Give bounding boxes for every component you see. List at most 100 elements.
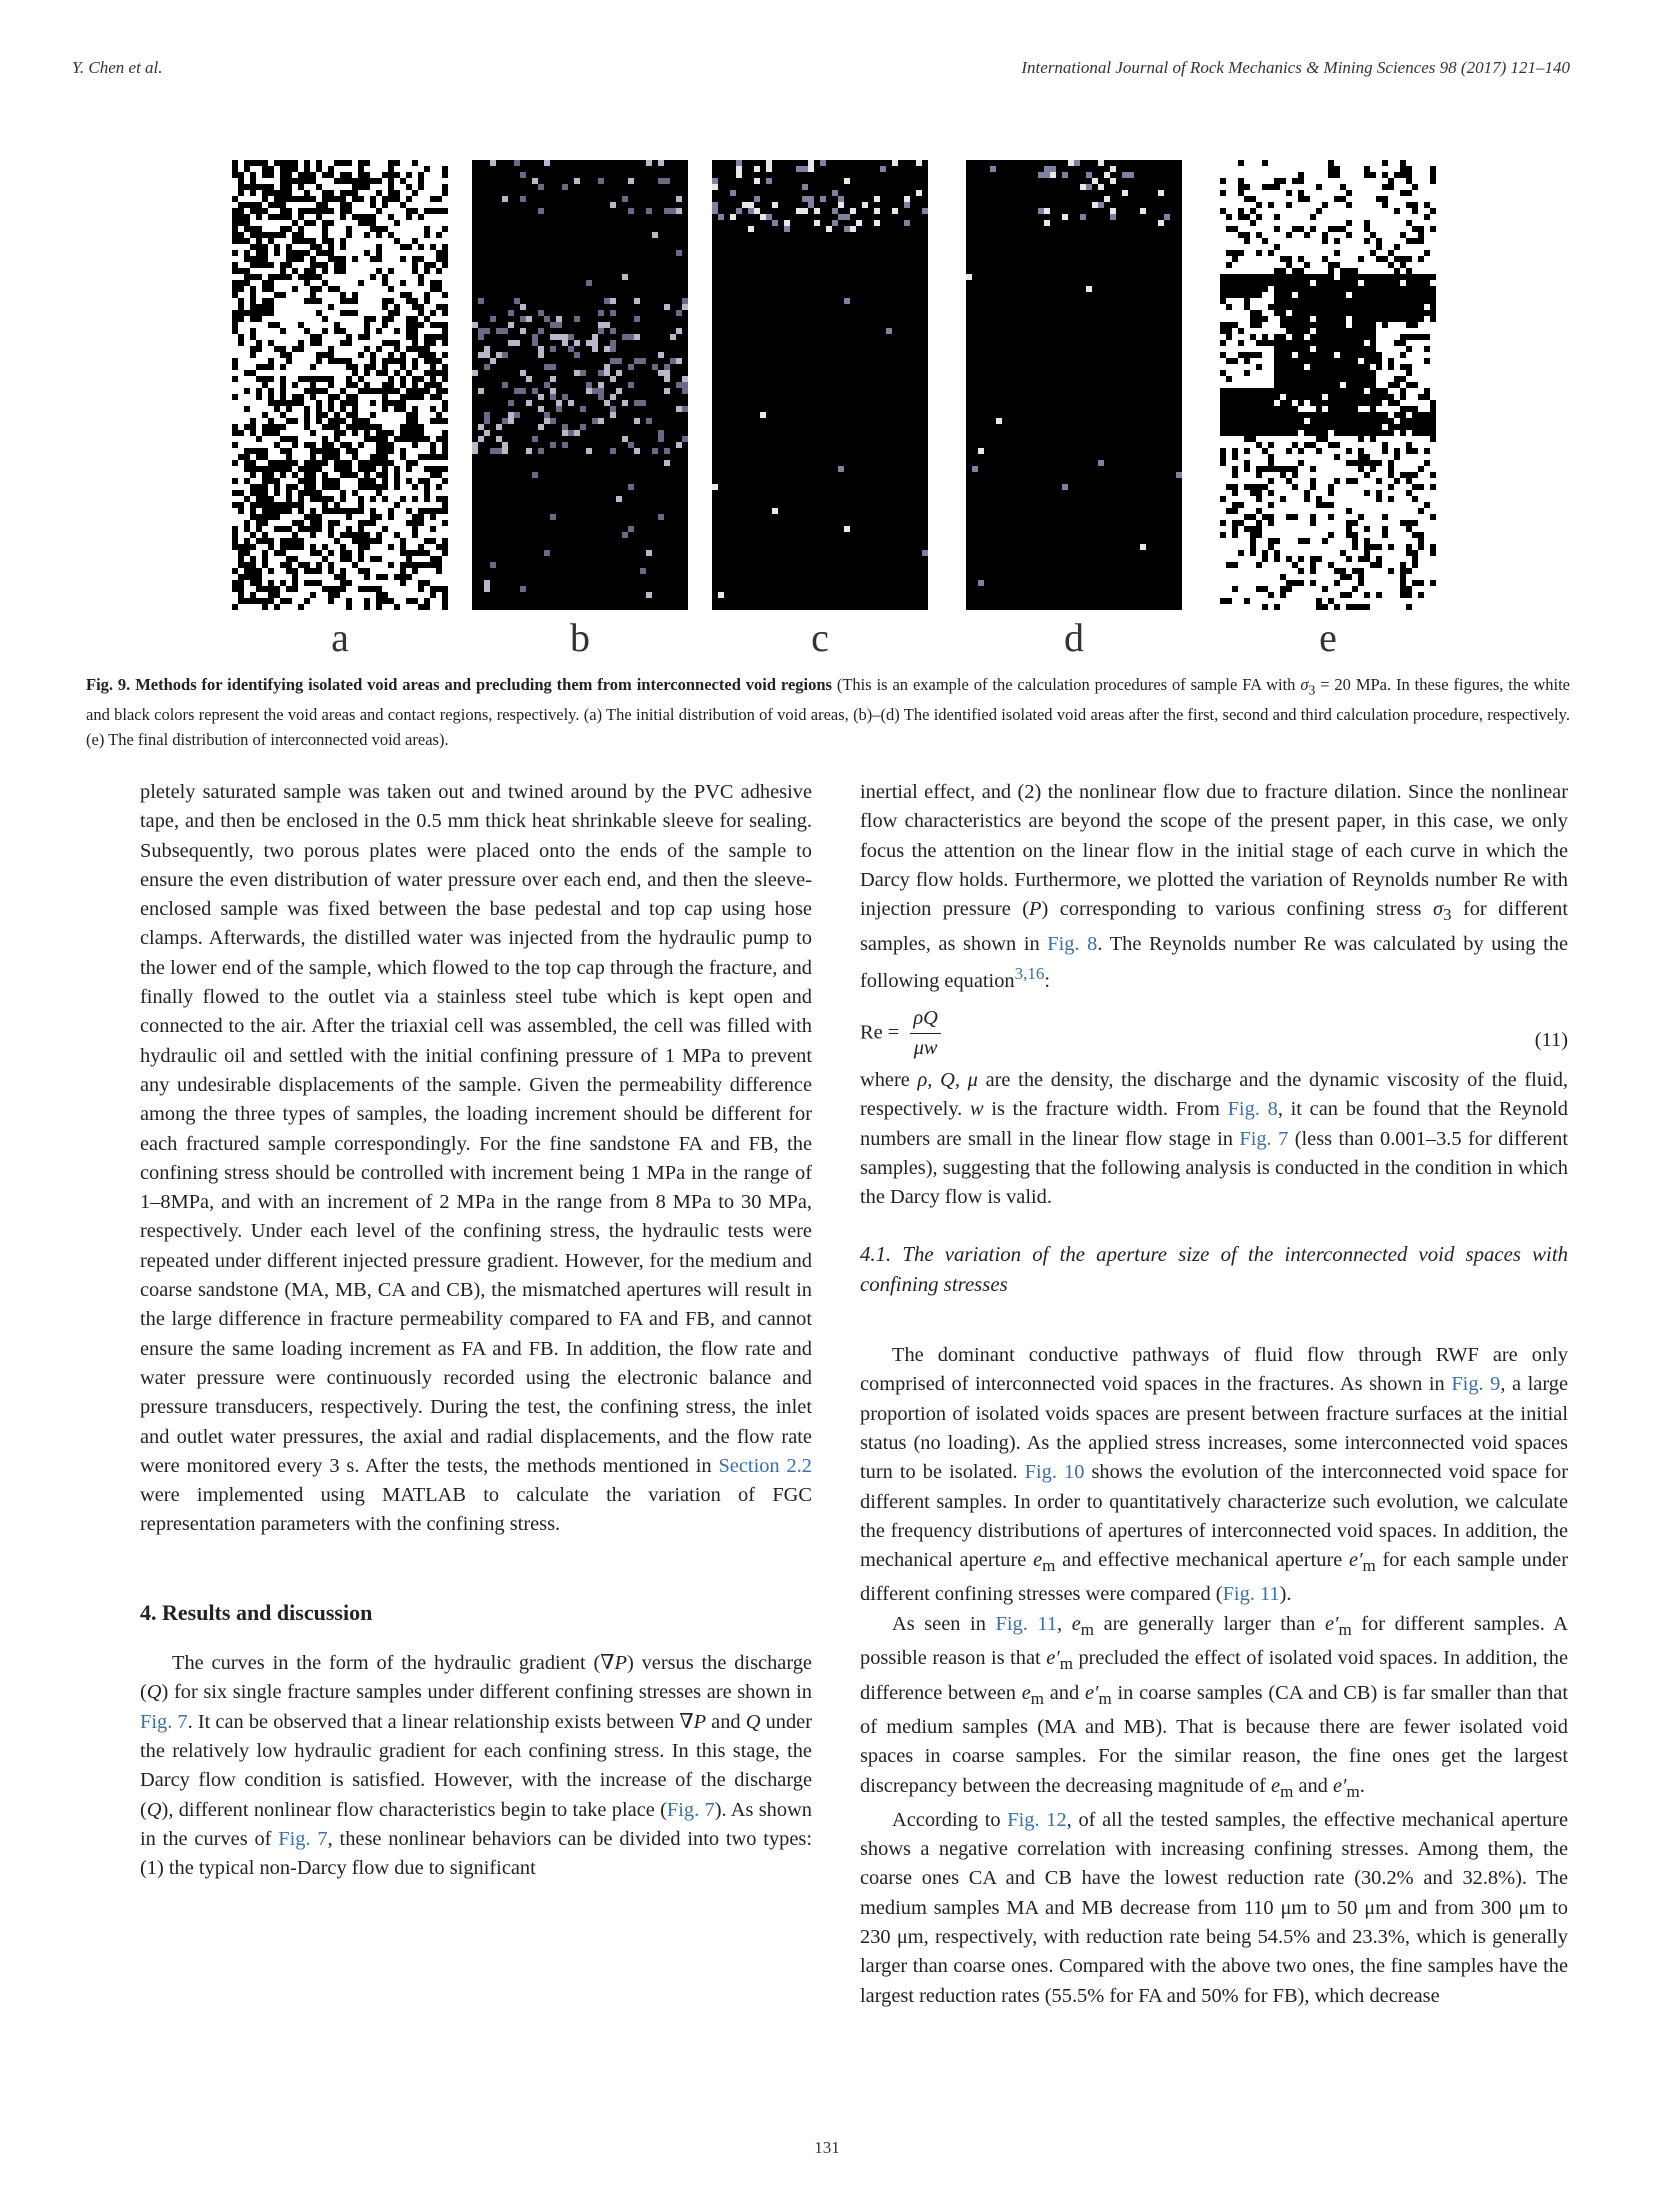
link-fig-7[interactable]: Fig. 7: [278, 1827, 328, 1850]
equation-lhs: Re =: [860, 1021, 900, 1044]
var-sub: m: [1338, 1619, 1352, 1639]
text-run: pletely saturated sample was taken out a…: [140, 781, 812, 1477]
text-run: for different samples, as shown in: [860, 898, 1568, 955]
var-p: P: [614, 1652, 627, 1675]
link-fig-7[interactable]: Fig. 7: [140, 1710, 188, 1733]
panel-label-b: b: [570, 615, 590, 660]
var-em: e: [1021, 1681, 1031, 1704]
panel-c-image: [712, 160, 928, 598]
figure-caption: Fig. 9. Methods for identifying isolated…: [86, 672, 1570, 752]
link-fig-10[interactable]: Fig. 10: [1024, 1461, 1085, 1484]
subsection-heading-4-1: 4.1. The variation of the aperture size …: [860, 1243, 1568, 1296]
panel-label-e: e: [1319, 615, 1337, 660]
figure-panel-d: [966, 160, 1182, 610]
text-run: ) versus the discharge (: [140, 1652, 812, 1704]
text-run: under the relatively low hydraulic gradi…: [140, 1710, 812, 1821]
var-em: e: [1033, 1549, 1043, 1572]
caption-sigma-sub: 3: [1308, 682, 1316, 698]
var-q: Q: [146, 1798, 162, 1821]
var-sub: m: [1280, 1781, 1294, 1801]
text-run: ). As shown in the curves of: [140, 1798, 812, 1850]
page-number: 131: [814, 2138, 840, 2157]
link-fig-7[interactable]: Fig. 7: [1239, 1127, 1289, 1150]
var-sub: m: [1059, 1654, 1073, 1674]
var-sub: m: [1080, 1619, 1094, 1639]
text-run: inertial effect, and (2) the nonlinear f…: [860, 781, 1568, 921]
link-fig-8[interactable]: Fig. 8: [1227, 1098, 1278, 1121]
text-run: ,: [1057, 1612, 1072, 1635]
paragraph-aperture-3: According to Fig. 12, of all the tested …: [860, 1806, 1568, 2011]
text-run: According to: [892, 1808, 1008, 1831]
link-fig-8[interactable]: Fig. 8: [1047, 932, 1098, 955]
var-epm: e′: [1349, 1549, 1363, 1572]
text-run: and: [1044, 1681, 1085, 1704]
text-run: is the fracture width. From: [983, 1098, 1228, 1121]
text-run: are the density, the discharge and the d…: [860, 1068, 1569, 1121]
paragraph-aperture-1: The dominant conductive pathways of flui…: [860, 1341, 1568, 1610]
text-run: were implemented using MATLAB to calcula…: [140, 1484, 812, 1536]
paragraph-variables: where ρ, Q, μ are the density, the disch…: [860, 1066, 1568, 1212]
figure-9: a b c d e: [224, 160, 1444, 660]
panel-b-image: [472, 160, 688, 598]
var-epm: e′: [1084, 1681, 1099, 1704]
equation-numerator: ρQ: [910, 1004, 941, 1035]
caption-title: Fig. 9. Methods for identifying isolated…: [86, 675, 832, 694]
text-run: . The Reynolds number Re was calculated …: [860, 932, 1568, 992]
equation-denominator: μw: [913, 1037, 938, 1060]
caption-body-1: (This is an example of the calculation p…: [831, 675, 1301, 694]
text-run: ).: [1279, 1583, 1292, 1606]
text-run: are generally larger than: [1094, 1612, 1325, 1635]
text-run: for each sample under different confinin…: [860, 1549, 1568, 1606]
text-run: for different samples. A possible reason…: [860, 1612, 1568, 1670]
text-run: and: [1293, 1774, 1333, 1797]
text-run: ) for six single fracture samples under …: [161, 1681, 812, 1704]
caption-body-2: = 20 MPa. In these figures, the white an…: [86, 675, 1570, 750]
equation-number: (11): [1534, 1028, 1568, 1051]
citation-3-16[interactable]: 3,16: [1014, 963, 1045, 983]
var-epm: e′: [1324, 1612, 1339, 1635]
left-column: pletely saturated sample was taken out a…: [140, 778, 812, 1883]
equation-body: Re = ρQ μw: [860, 1004, 941, 1064]
caption-sigma: σ: [1300, 675, 1309, 694]
text-run: The curves in the form of the hydraulic …: [172, 1652, 615, 1675]
link-fig-11[interactable]: Fig. 11: [995, 1612, 1058, 1635]
right-column: inertial effect, and (2) the nonlinear f…: [860, 778, 1568, 2011]
text-run: . It can be observed that a linear relat…: [187, 1710, 694, 1733]
text-run: where: [860, 1068, 918, 1091]
text-run: , it can be found that the Reynold numbe…: [860, 1098, 1568, 1150]
figure-panel-c: [712, 160, 928, 610]
var-p: P: [693, 1710, 707, 1733]
figure-panel-a: [232, 160, 448, 610]
paragraph-reynolds: inertial effect, and (2) the nonlinear f…: [860, 778, 1568, 996]
var-sigma: σ: [1432, 898, 1443, 921]
text-run: shows the evolution of the interconnecte…: [860, 1461, 1568, 1572]
paragraph-results-1: The curves in the form of the hydraulic …: [140, 1649, 812, 1883]
var-p: P: [1028, 898, 1042, 921]
var-epm: e′: [1332, 1774, 1347, 1797]
link-section-2-2[interactable]: Section 2.2: [718, 1454, 812, 1477]
link-fig-7[interactable]: Fig. 7: [666, 1798, 715, 1821]
link-fig-9[interactable]: Fig. 9: [1451, 1373, 1501, 1396]
var-em: e: [1271, 1774, 1281, 1797]
text-run: and effective mechanical aperture: [1055, 1549, 1350, 1572]
figure-panel-b: [472, 160, 688, 610]
link-fig-11[interactable]: Fig. 11: [1222, 1583, 1280, 1606]
panel-label-c: c: [811, 615, 829, 660]
link-fig-12[interactable]: Fig. 12: [1007, 1808, 1067, 1831]
var-q: Q: [146, 1681, 162, 1704]
var-sub: m: [1030, 1688, 1044, 1708]
paragraph-methods-continued: pletely saturated sample was taken out a…: [140, 778, 812, 1540]
var-w: w: [970, 1098, 984, 1121]
equation-fraction: ρQ μw: [910, 1004, 941, 1064]
panel-label-d: d: [1064, 615, 1084, 660]
figure-panel-e: [1220, 160, 1436, 610]
text-run: precluded the effect of isolated void sp…: [860, 1647, 1568, 1704]
running-head-authors: Y. Chen et al.: [72, 58, 163, 77]
var-sigma-sub: 3: [1443, 905, 1452, 925]
var-q: Q: [745, 1710, 761, 1733]
text-run: ) corresponding to various confining str…: [1041, 898, 1433, 921]
equation-11: Re = ρQ μw (11): [860, 996, 1568, 1066]
text-run: , of all the tested samples, the effecti…: [860, 1808, 1568, 2007]
panel-label-a: a: [331, 615, 349, 660]
text-run: , a large proportion of isolated voids s…: [860, 1373, 1568, 1484]
